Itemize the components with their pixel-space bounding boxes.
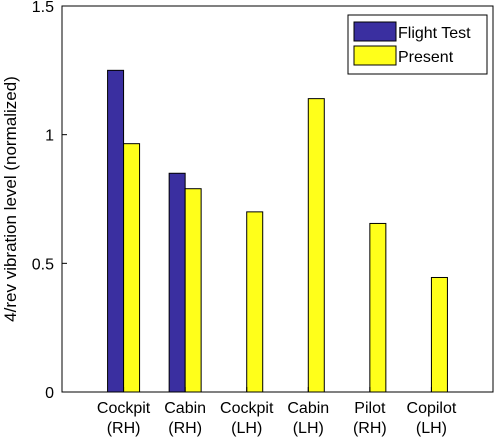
bar-present-1 [184,188,202,393]
bar-present-4 [369,222,387,393]
x-tick-label: Cabin [164,400,206,417]
legend-swatch [353,45,397,66]
legend-label: Flight Test [398,25,471,42]
y-tick-label: 0 [45,385,54,402]
y-tick-label: 1 [45,128,54,145]
bar-flight-test-0 [107,69,125,393]
bar-present-5 [430,276,448,393]
bar-present-3 [307,98,325,393]
x-tick-label: Cockpit [97,400,151,417]
legend-label: Present [398,49,454,66]
bars-layer [107,69,448,393]
y-tick-label: 1.5 [32,0,54,16]
x-tick-label: (RH) [353,420,387,437]
bar-present-0 [123,143,141,393]
x-tick-label: Cabin [287,400,329,417]
bar-present-2 [246,211,264,393]
x-tick-label: (LH) [231,420,262,437]
y-tick-label: 0.5 [32,256,54,273]
x-tick-label: (RH) [107,420,141,437]
bar-flight-test-1 [168,172,186,393]
legend-swatch [353,21,397,42]
x-tick-label: (LH) [293,420,324,437]
y-axis-title: 4/rev vibration level (normalized) [1,76,20,322]
x-tick-label: Cockpit [220,400,274,417]
y-axis: 0 0.5 1 1.5 [32,0,67,402]
x-tick-label: Pilot [354,400,386,417]
legend: Flight Test Present [347,14,488,75]
x-axis: Cockpit (RH) Cabin (RH) Cockpit (LH) Cabin (LH)… [97,387,457,437]
x-tick-label: (LH) [416,420,447,437]
x-tick-label: Copilot [407,400,457,417]
x-tick-label: (RH) [168,420,202,437]
